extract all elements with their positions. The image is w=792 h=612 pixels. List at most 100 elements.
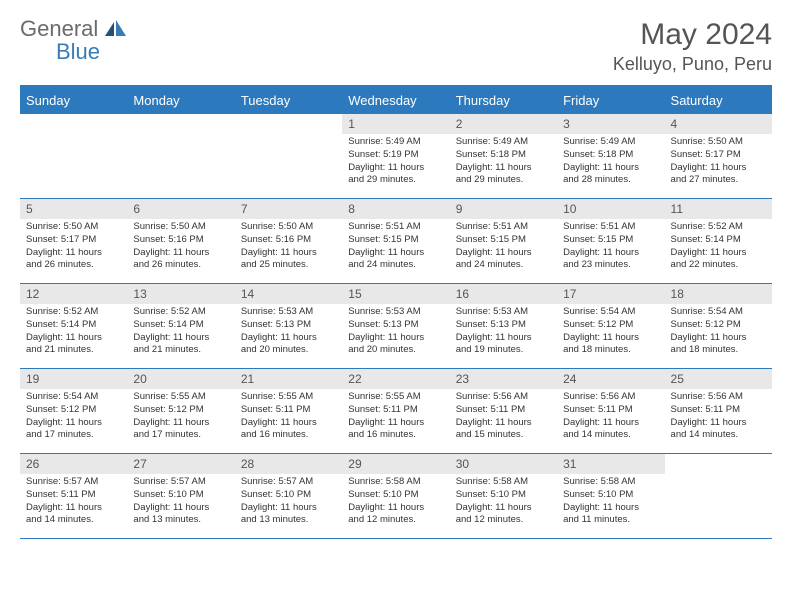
day-info-line: and 18 minutes.	[671, 344, 766, 357]
day-number: 16	[450, 284, 557, 304]
day-info-line: and 15 minutes.	[456, 429, 551, 442]
day-number: 31	[557, 454, 664, 474]
day-info-line: and 14 minutes.	[563, 429, 658, 442]
day-info: Sunrise: 5:58 AMSunset: 5:10 PMDaylight:…	[557, 474, 664, 533]
calendar-cell: 8Sunrise: 5:51 AMSunset: 5:15 PMDaylight…	[342, 199, 449, 283]
calendar-cell: 31Sunrise: 5:58 AMSunset: 5:10 PMDayligh…	[557, 454, 664, 538]
day-info-line: Daylight: 11 hours	[241, 247, 336, 260]
day-info-line: Daylight: 11 hours	[671, 162, 766, 175]
day-info-line: Daylight: 11 hours	[348, 247, 443, 260]
day-info-line: Sunrise: 5:50 AM	[26, 221, 121, 234]
day-info-line: and 21 minutes.	[26, 344, 121, 357]
day-info-line: Sunrise: 5:58 AM	[348, 476, 443, 489]
calendar-cell: 16Sunrise: 5:53 AMSunset: 5:13 PMDayligh…	[450, 284, 557, 368]
day-info-line: Sunrise: 5:56 AM	[456, 391, 551, 404]
day-info-line: Sunset: 5:10 PM	[241, 489, 336, 502]
day-info-line: Sunrise: 5:58 AM	[563, 476, 658, 489]
day-info-line: Daylight: 11 hours	[348, 417, 443, 430]
day-info-line: Daylight: 11 hours	[563, 332, 658, 345]
day-number: 3	[557, 114, 664, 134]
calendar-cell: 3Sunrise: 5:49 AMSunset: 5:18 PMDaylight…	[557, 114, 664, 198]
calendar-cell: 21Sunrise: 5:55 AMSunset: 5:11 PMDayligh…	[235, 369, 342, 453]
day-info-line: and 12 minutes.	[456, 514, 551, 527]
day-info-line: Daylight: 11 hours	[563, 162, 658, 175]
day-info-line: and 16 minutes.	[348, 429, 443, 442]
day-info: Sunrise: 5:49 AMSunset: 5:19 PMDaylight:…	[342, 134, 449, 193]
day-info-line: Sunrise: 5:49 AM	[563, 136, 658, 149]
day-header-sunday: Sunday	[20, 87, 127, 114]
day-info-line: Sunset: 5:14 PM	[671, 234, 766, 247]
day-info: Sunrise: 5:51 AMSunset: 5:15 PMDaylight:…	[557, 219, 664, 278]
day-info-line: Sunrise: 5:55 AM	[133, 391, 228, 404]
day-info-line: Daylight: 11 hours	[241, 502, 336, 515]
calendar-week: 12Sunrise: 5:52 AMSunset: 5:14 PMDayligh…	[20, 284, 772, 369]
day-info-line: Sunrise: 5:56 AM	[563, 391, 658, 404]
day-info: Sunrise: 5:55 AMSunset: 5:11 PMDaylight:…	[342, 389, 449, 448]
day-info-line: Sunset: 5:11 PM	[456, 404, 551, 417]
day-number: 30	[450, 454, 557, 474]
day-info: Sunrise: 5:50 AMSunset: 5:16 PMDaylight:…	[235, 219, 342, 278]
day-number: 12	[20, 284, 127, 304]
calendar-week: 19Sunrise: 5:54 AMSunset: 5:12 PMDayligh…	[20, 369, 772, 454]
day-info-line: Sunset: 5:13 PM	[241, 319, 336, 332]
day-info-line: Sunset: 5:11 PM	[671, 404, 766, 417]
day-info: Sunrise: 5:58 AMSunset: 5:10 PMDaylight:…	[342, 474, 449, 533]
calendar-cell: 10Sunrise: 5:51 AMSunset: 5:15 PMDayligh…	[557, 199, 664, 283]
day-info: Sunrise: 5:49 AMSunset: 5:18 PMDaylight:…	[450, 134, 557, 193]
day-info-line: Daylight: 11 hours	[348, 162, 443, 175]
day-number: 27	[127, 454, 234, 474]
day-info-line: Daylight: 11 hours	[26, 247, 121, 260]
day-number: 15	[342, 284, 449, 304]
day-info: Sunrise: 5:56 AMSunset: 5:11 PMDaylight:…	[557, 389, 664, 448]
calendar-cell: 19Sunrise: 5:54 AMSunset: 5:12 PMDayligh…	[20, 369, 127, 453]
day-info-line: Sunset: 5:10 PM	[133, 489, 228, 502]
day-info: Sunrise: 5:51 AMSunset: 5:15 PMDaylight:…	[342, 219, 449, 278]
day-info-line: and 12 minutes.	[348, 514, 443, 527]
calendar-cell: 28Sunrise: 5:57 AMSunset: 5:10 PMDayligh…	[235, 454, 342, 538]
calendar-cell: 29Sunrise: 5:58 AMSunset: 5:10 PMDayligh…	[342, 454, 449, 538]
day-info-line: Sunrise: 5:57 AM	[241, 476, 336, 489]
day-info-line: Sunset: 5:15 PM	[456, 234, 551, 247]
day-info-line: and 27 minutes.	[671, 174, 766, 187]
day-info: Sunrise: 5:53 AMSunset: 5:13 PMDaylight:…	[235, 304, 342, 363]
day-info-line: Daylight: 11 hours	[456, 162, 551, 175]
day-number: 4	[665, 114, 772, 134]
location: Kelluyo, Puno, Peru	[613, 54, 772, 75]
day-info-line: Sunrise: 5:53 AM	[456, 306, 551, 319]
calendar-cell: 25Sunrise: 5:56 AMSunset: 5:11 PMDayligh…	[665, 369, 772, 453]
day-info-line: Sunset: 5:10 PM	[456, 489, 551, 502]
day-info-line: Sunrise: 5:51 AM	[456, 221, 551, 234]
day-number: 24	[557, 369, 664, 389]
day-info: Sunrise: 5:53 AMSunset: 5:13 PMDaylight:…	[342, 304, 449, 363]
calendar-cell: 7Sunrise: 5:50 AMSunset: 5:16 PMDaylight…	[235, 199, 342, 283]
day-info-line: Sunrise: 5:58 AM	[456, 476, 551, 489]
day-info-line: Sunrise: 5:55 AM	[241, 391, 336, 404]
day-info: Sunrise: 5:57 AMSunset: 5:10 PMDaylight:…	[235, 474, 342, 533]
day-info-line: Sunset: 5:12 PM	[133, 404, 228, 417]
day-info-line: and 29 minutes.	[348, 174, 443, 187]
calendar-week: 26Sunrise: 5:57 AMSunset: 5:11 PMDayligh…	[20, 454, 772, 539]
day-info-line: Sunrise: 5:53 AM	[348, 306, 443, 319]
day-info: Sunrise: 5:52 AMSunset: 5:14 PMDaylight:…	[665, 219, 772, 278]
day-info-line: and 17 minutes.	[133, 429, 228, 442]
calendar-cell	[235, 114, 342, 198]
calendar-cell	[665, 454, 772, 538]
day-info-line: Sunrise: 5:52 AM	[133, 306, 228, 319]
day-info-line: Daylight: 11 hours	[456, 332, 551, 345]
day-info-line: Sunrise: 5:51 AM	[348, 221, 443, 234]
day-info-line: and 21 minutes.	[133, 344, 228, 357]
day-number: 14	[235, 284, 342, 304]
day-header-friday: Friday	[557, 87, 664, 114]
day-info-line: and 16 minutes.	[241, 429, 336, 442]
day-info-line: and 25 minutes.	[241, 259, 336, 272]
day-number: 25	[665, 369, 772, 389]
day-info-line: and 24 minutes.	[348, 259, 443, 272]
logo-text-blue: Blue	[22, 39, 100, 64]
day-info-line: Sunset: 5:13 PM	[348, 319, 443, 332]
day-info-line: Sunset: 5:15 PM	[563, 234, 658, 247]
day-number	[20, 114, 127, 134]
day-number: 21	[235, 369, 342, 389]
header: General Blue May 2024 Kelluyo, Puno, Per…	[20, 18, 772, 75]
day-info-line: Daylight: 11 hours	[563, 247, 658, 260]
calendar: Sunday Monday Tuesday Wednesday Thursday…	[20, 85, 772, 539]
